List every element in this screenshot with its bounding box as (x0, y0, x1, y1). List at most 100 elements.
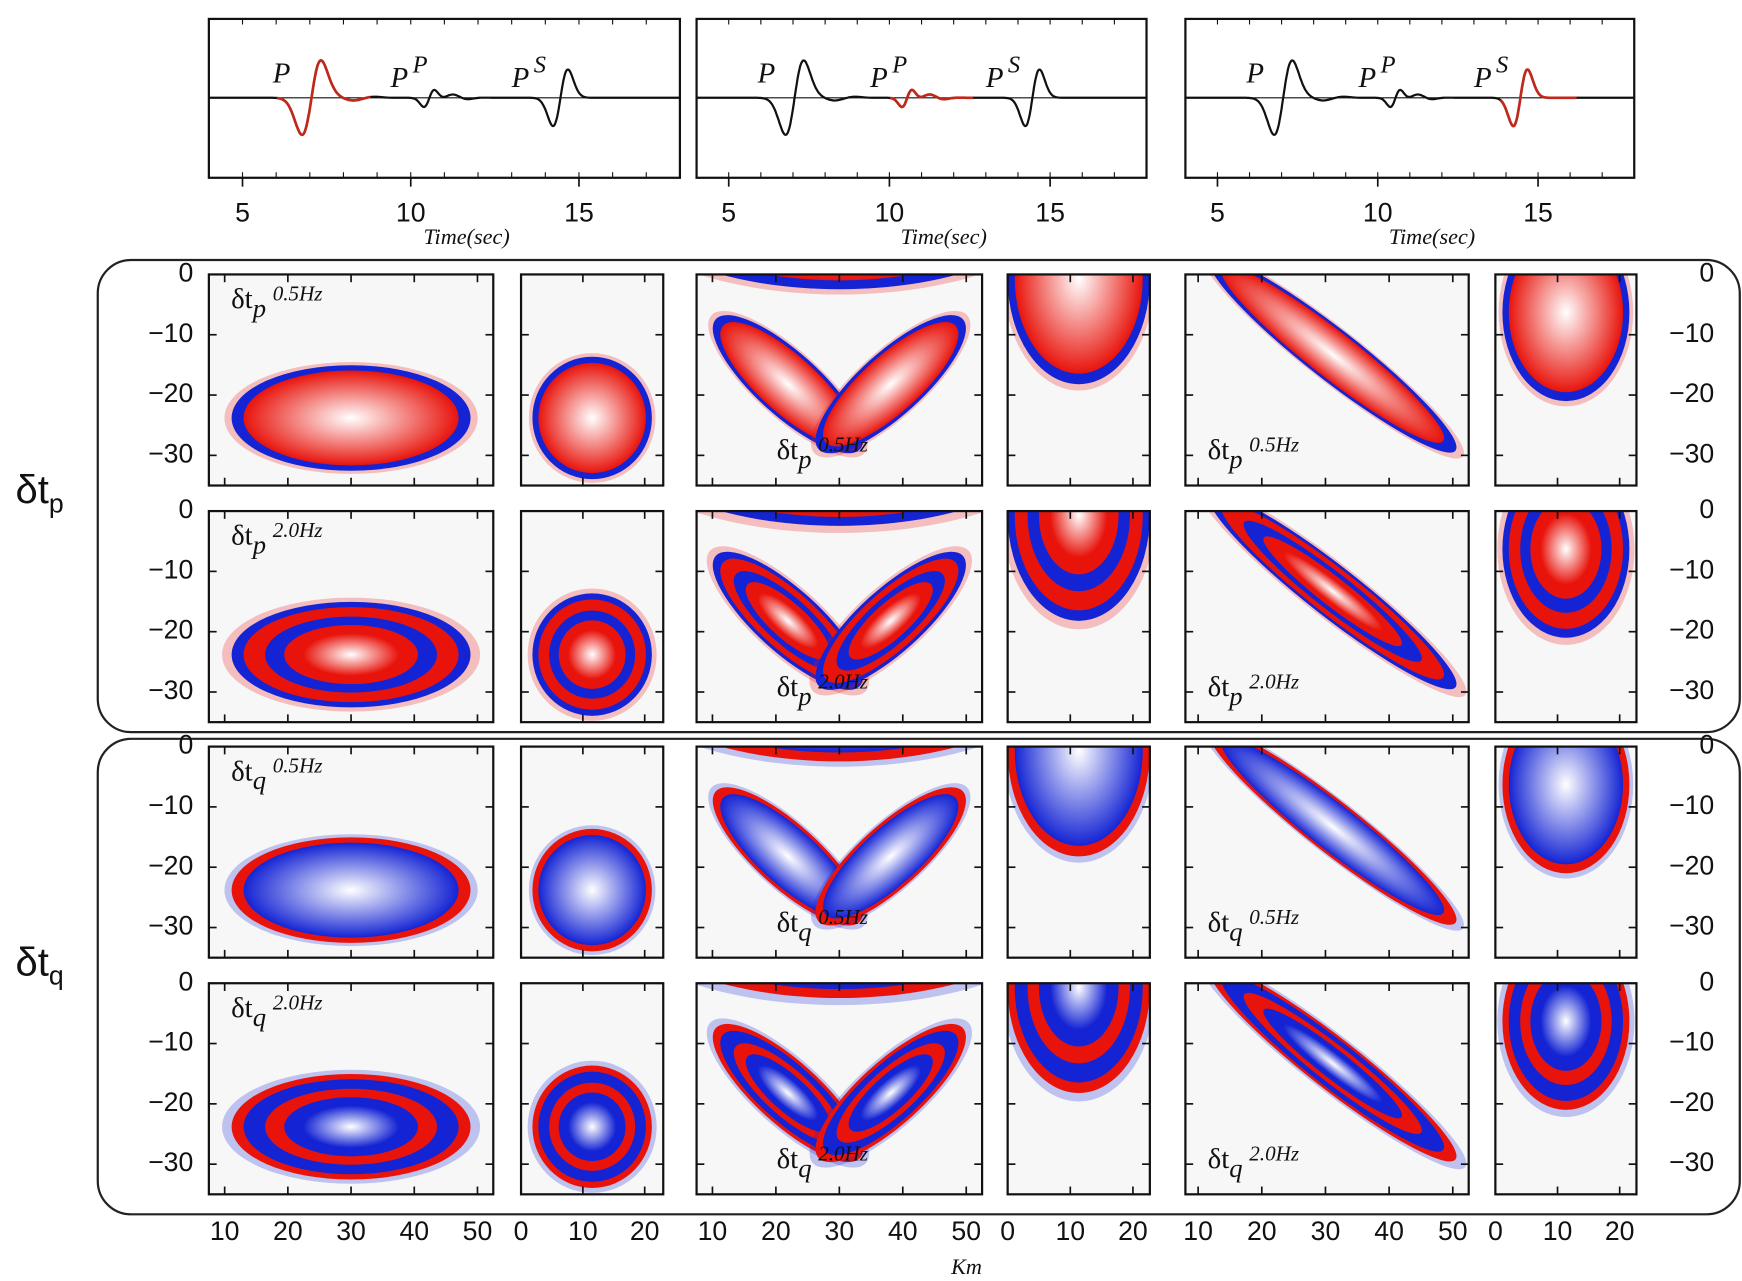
x-tick-label: 5 (1210, 197, 1225, 227)
label-sub: p (1227, 444, 1242, 474)
x-axis-label: Time(sec) (423, 224, 509, 249)
y-tick-label: −30 (1669, 1147, 1714, 1177)
kernel-ring (757, 1065, 819, 1121)
label-base: δt (1208, 906, 1230, 938)
x-tick-label: 15 (1523, 197, 1553, 227)
kernel-label: δtp 2.0Hz (1208, 669, 1299, 711)
kernel-image (1007, 746, 1150, 863)
label-freq: 0.5Hz (273, 281, 323, 305)
x-tick-label: 50 (951, 1216, 981, 1246)
x-tick-label: 10 (1183, 1216, 1213, 1246)
label-sub: p (1227, 681, 1242, 711)
phase-sup: P (412, 51, 428, 78)
x-tick-label: 40 (888, 1216, 918, 1246)
label-freq: 2.0Hz (818, 1141, 868, 1165)
kernel-image (699, 746, 980, 930)
kernel-frame (519, 273, 665, 487)
phase-sup: S (1008, 51, 1020, 78)
kernel-ring (823, 794, 959, 919)
label-sub: q (798, 1153, 811, 1183)
x-tick-label: 20 (273, 1216, 303, 1246)
phase-sup: P (1380, 51, 1396, 78)
phase-base: P (1473, 62, 1492, 94)
y-tick-label: 0 (178, 494, 193, 524)
y-tick-label: −30 (148, 675, 193, 705)
kernel-frame (1494, 509, 1638, 724)
kernel-image (1007, 274, 1150, 391)
kernel-ring (823, 322, 959, 447)
kernel-frame (1494, 982, 1638, 1196)
label-base: δt (777, 434, 799, 466)
kernel-image (222, 1069, 481, 1184)
label-sub: q (798, 916, 811, 946)
group-box (96, 258, 1741, 734)
kernel-image (1007, 511, 1150, 630)
kernel-label: δtp 2.0Hz (777, 669, 868, 711)
x-tick-label: 10 (1055, 1216, 1085, 1246)
kernel-frame (1184, 745, 1470, 959)
y-tick-label: 0 (178, 966, 193, 996)
x-tick-label: 0 (514, 1216, 529, 1246)
kernel-image (1497, 511, 1635, 645)
y-tick-label: −20 (148, 1087, 193, 1117)
kernel-frame (519, 509, 665, 724)
label-base: δt (1208, 670, 1230, 702)
x-tick-label: 10 (875, 197, 905, 227)
y-tick-label: −10 (1669, 790, 1714, 820)
label-freq: 2.0Hz (273, 518, 323, 542)
y-tick-label: 0 (178, 730, 193, 760)
label-base: δt (231, 992, 253, 1024)
x-tick-label: 15 (1035, 197, 1065, 227)
label-sub: p (796, 444, 811, 474)
phase-base: P (511, 62, 530, 94)
label-base: δt (777, 906, 799, 938)
kernel-image (528, 825, 656, 956)
label-base: δt (777, 1143, 799, 1175)
x-tick-label: 20 (761, 1216, 791, 1246)
label-freq: 2.0Hz (1249, 669, 1299, 693)
kernel-label: δtq 2.0Hz (777, 1141, 868, 1183)
kernel-frame (519, 982, 665, 1196)
y-tick-label: 0 (178, 257, 193, 287)
kernel-ring (1050, 511, 1108, 558)
x-tick-label: 40 (1374, 1216, 1404, 1246)
kernel-frame (1494, 745, 1638, 959)
kernel-ring (243, 842, 459, 938)
label-sub: q (1229, 916, 1242, 946)
kernel-image (1498, 746, 1634, 879)
kernel-ring (303, 1105, 399, 1148)
x-tick-label: 10 (698, 1216, 728, 1246)
kernel-label: δtq 0.5Hz (231, 754, 322, 796)
kernel-frame (519, 745, 665, 959)
y-tick-label: −30 (1669, 675, 1714, 705)
phase-sup: S (1496, 51, 1508, 78)
y-tick-label: −20 (1669, 615, 1714, 645)
kernel-image (224, 362, 478, 474)
phase-base: P (869, 62, 888, 94)
kernel-ring (568, 630, 617, 680)
x-tick-label: 30 (1311, 1216, 1341, 1246)
x-tick-label: 5 (235, 197, 250, 227)
kernel-ring (1283, 1024, 1383, 1103)
x-axis-label: Km (950, 1254, 982, 1279)
kernel-image (1498, 274, 1634, 407)
x-tick-label: 20 (1247, 1216, 1277, 1246)
y-tick-label: −20 (1669, 378, 1714, 408)
label-freq: 2.0Hz (273, 990, 323, 1014)
x-tick-label: 5 (721, 197, 736, 227)
kernel-image (1497, 983, 1635, 1117)
x-tick-label: 0 (1488, 1216, 1503, 1246)
kernel-ring (860, 1065, 921, 1121)
kernel-image (1007, 983, 1150, 1102)
y-tick-label: −30 (1669, 438, 1714, 468)
kernel-label: δtp 0.5Hz (231, 281, 322, 323)
label-base: δt (1208, 1143, 1230, 1175)
kernel-frame (1006, 509, 1151, 724)
phase-base: P (272, 57, 291, 89)
kernel-label: δtp 2.0Hz (231, 518, 322, 560)
group-label: δtq (16, 940, 64, 991)
